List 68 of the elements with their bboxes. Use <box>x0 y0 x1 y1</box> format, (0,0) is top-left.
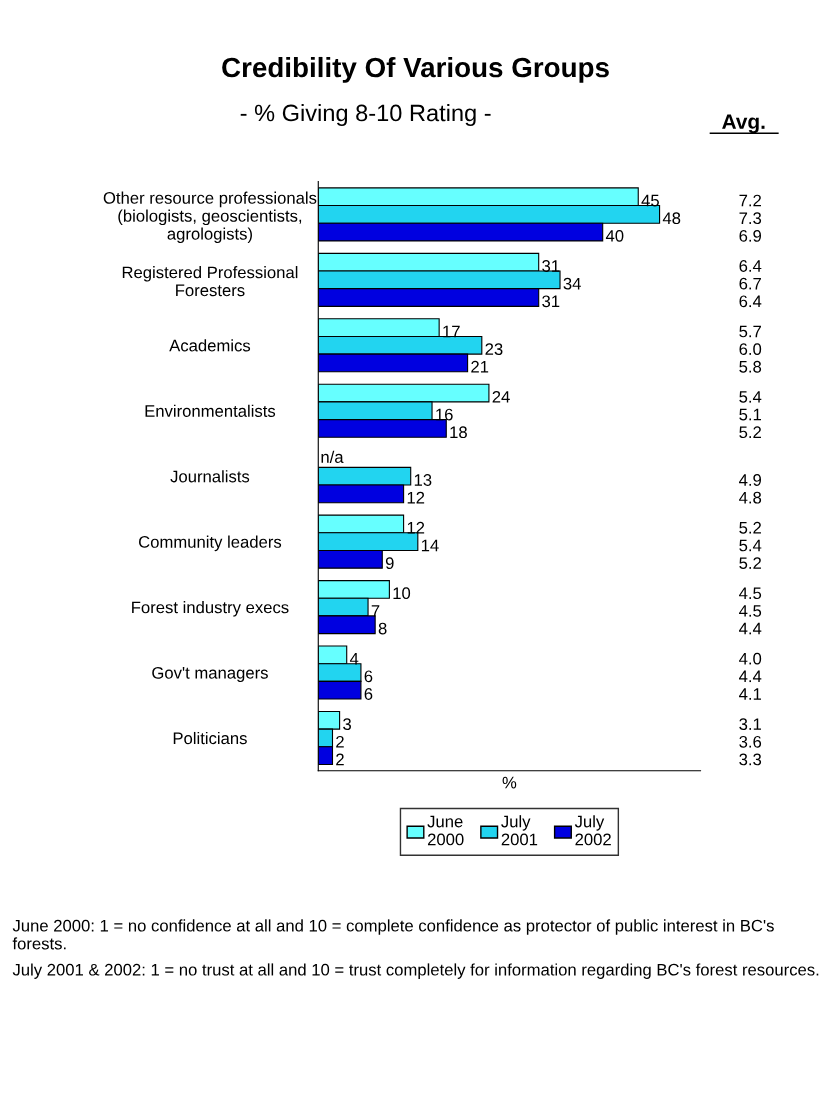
text: 5.2 <box>739 557 761 570</box>
data-label: 12 <box>407 521 425 534</box>
y-tick-label: Politicians <box>173 731 247 745</box>
text: 4.1 <box>739 688 761 700</box>
text: 4.4 <box>739 622 762 635</box>
text: 5.8 <box>739 360 762 373</box>
text: 4.5 <box>739 587 762 600</box>
legend-label: July 2001 <box>501 815 538 846</box>
y-tick-label: Community leaders <box>139 535 282 552</box>
y-tick-label: Academics <box>169 339 251 352</box>
data-label: 40 <box>605 229 624 242</box>
text: Avg. <box>722 114 765 134</box>
data-label: 10 <box>393 587 411 600</box>
data-label: 7 <box>371 605 380 617</box>
chart-title: Credibility Of Various Groups <box>222 56 609 83</box>
text: 6.9 <box>739 229 762 242</box>
text: 5.4 <box>739 539 762 552</box>
text: 5.7 <box>739 325 761 338</box>
data-label: 2 <box>336 753 344 766</box>
data-label: 18 <box>450 426 467 439</box>
data-label: 31 <box>542 295 560 308</box>
text: 7.2 <box>739 194 761 207</box>
text: July 2001 & 2002: 1 = no trust at all and 10 = trust completely for information regarding BC's forest resources. <box>12 963 819 979</box>
text: 4.4 <box>739 670 762 683</box>
y-tick-label: Environmentalists <box>145 404 276 417</box>
text: 4.9 <box>739 474 762 486</box>
y-tick-label: Journalists <box>170 470 250 483</box>
data-label: 6 <box>364 670 373 683</box>
data-label: 31 <box>542 260 560 272</box>
data-label: 48 <box>662 212 681 225</box>
data-label: 8 <box>378 622 387 635</box>
text: 4.5 <box>739 605 762 617</box>
x-axis-title: % <box>502 776 517 789</box>
data-label: 13 <box>414 474 432 486</box>
text: 3.3 <box>739 753 762 766</box>
text: 6.7 <box>739 277 761 290</box>
text: 5.2 <box>739 521 761 534</box>
data-label: 23 <box>485 343 503 355</box>
data-label: 34 <box>563 277 581 290</box>
y-tick-label: Registered Professional Foresters <box>122 266 298 297</box>
text: 6.4 <box>739 260 762 272</box>
text: 5.1 <box>739 408 761 421</box>
text: 6.4 <box>739 295 762 308</box>
data-label: 4 <box>349 652 359 665</box>
data-label: 12 <box>407 491 425 504</box>
text: 5.4 <box>739 391 762 403</box>
text: 3.1 <box>739 718 761 731</box>
text: 7.3 <box>739 212 762 225</box>
text: 6.0 <box>739 343 762 355</box>
chart-subtitle: - % Giving 8-10 Rating - <box>240 104 491 127</box>
data-label: 2 <box>336 735 344 748</box>
data-label: 9 <box>385 557 394 570</box>
text: 4.0 <box>739 652 762 665</box>
legend-label: July 2002 <box>574 815 611 846</box>
data-label: 3 <box>343 718 351 731</box>
legend-label: June 2000 <box>427 815 464 846</box>
text: n/a <box>321 450 344 463</box>
y-tick-label: Forest industry execs <box>132 601 289 617</box>
data-label: 21 <box>471 360 489 373</box>
y-tick-label: Gov't managers <box>152 666 268 683</box>
text: June 2000: 1 = no confidence at all and 10 = complete confidence as protector of public interest in BC's forests. <box>12 919 774 950</box>
y-tick-label: Other resource professionals (biologists, geoscientists, agrologists) <box>103 191 317 244</box>
data-label: 6 <box>364 688 373 700</box>
text: 5.2 <box>739 426 761 439</box>
data-label: 24 <box>492 390 510 403</box>
text: 4.8 <box>739 491 762 504</box>
text: 3.6 <box>739 735 762 748</box>
data-label: 14 <box>421 539 439 552</box>
